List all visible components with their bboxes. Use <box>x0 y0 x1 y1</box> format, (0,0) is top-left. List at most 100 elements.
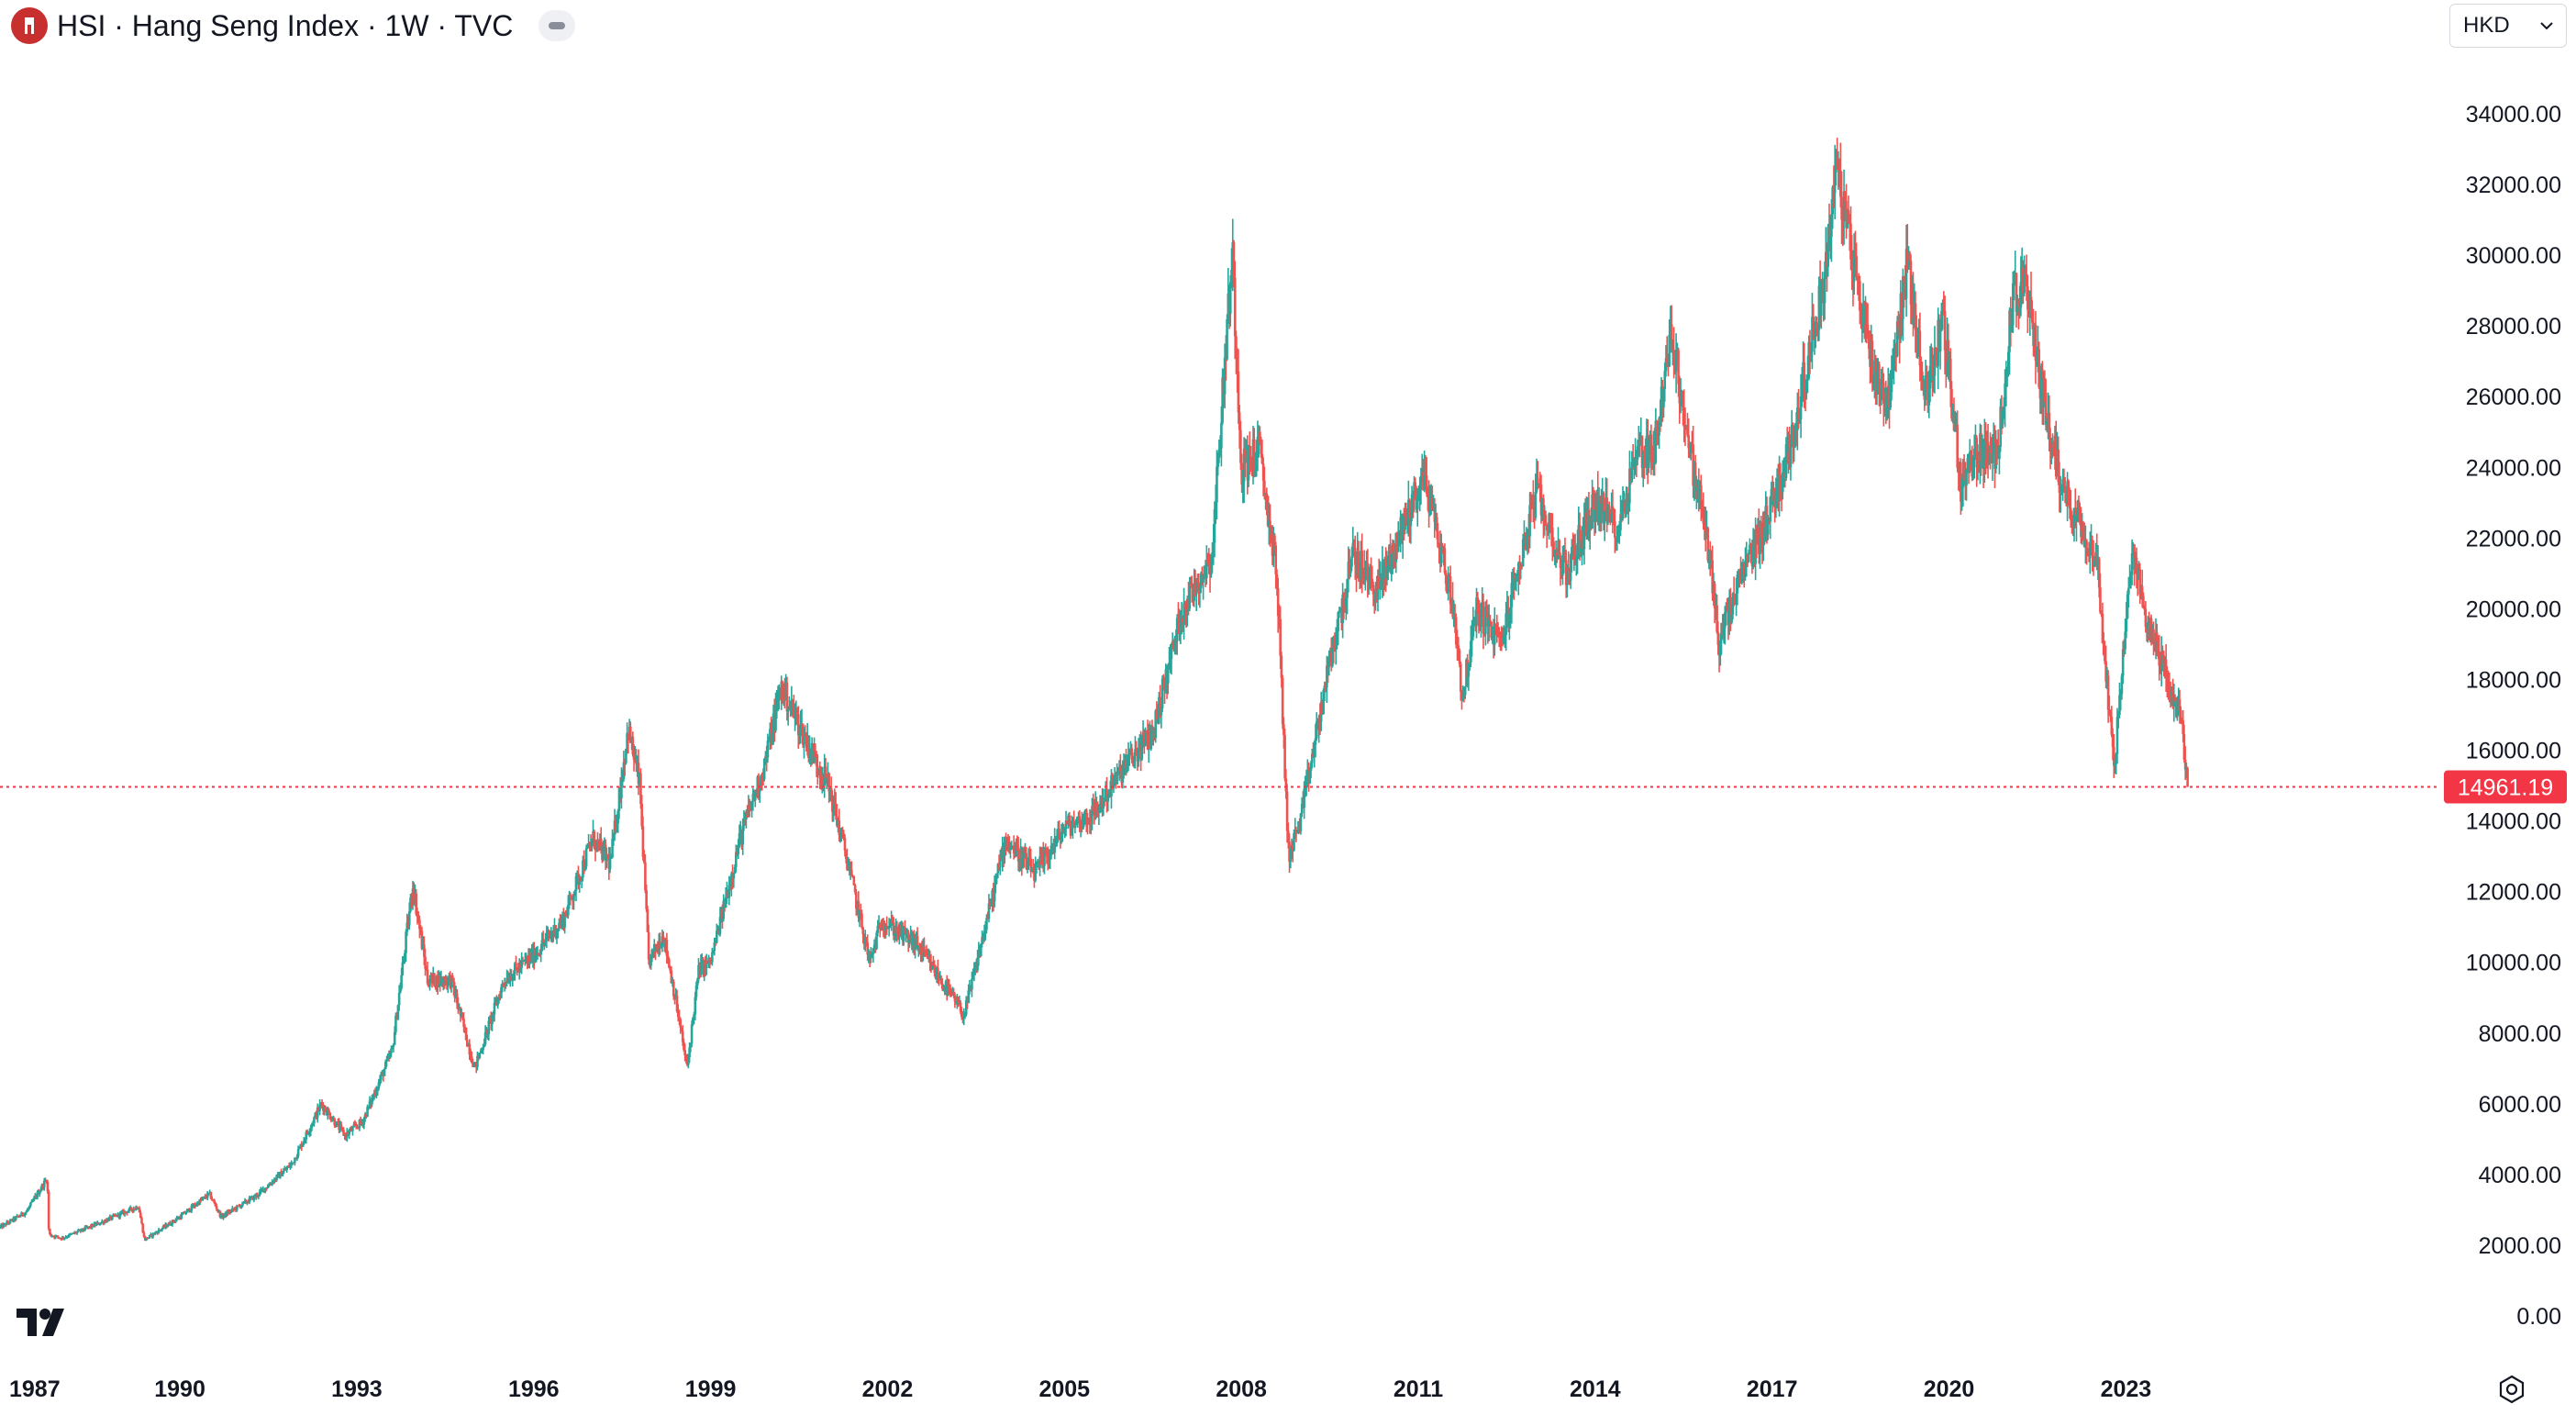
candle-body <box>138 1208 141 1213</box>
candle-body <box>501 983 504 988</box>
candle-body <box>1416 496 1419 510</box>
candle-body <box>470 1056 473 1064</box>
candle-body <box>2057 449 2060 482</box>
candle-body <box>1096 812 1099 814</box>
candle-body <box>1134 749 1137 756</box>
candle-body <box>762 758 766 780</box>
candle-body <box>933 965 936 973</box>
candle-body <box>311 1123 315 1125</box>
candle-body <box>1102 798 1105 808</box>
candle-body <box>1236 355 1238 372</box>
price-tick-label: 24000.00 <box>2466 455 2561 481</box>
time-tick-label: 2005 <box>1038 1376 1090 1402</box>
candle-body <box>596 840 599 842</box>
candle-body <box>1916 333 1919 351</box>
candle-body <box>1477 600 1481 627</box>
candle-body <box>842 833 846 838</box>
candle-body <box>583 866 587 871</box>
candle-body <box>1334 641 1338 650</box>
candle-body <box>808 749 811 758</box>
candle-body <box>715 930 718 943</box>
candle-body <box>1804 379 1808 392</box>
candle-body <box>1028 857 1031 859</box>
candle-body <box>2026 286 2029 310</box>
candle-body <box>2010 325 2014 327</box>
candle-body <box>328 1109 330 1113</box>
candle-body <box>534 955 537 963</box>
candle-body <box>1212 542 1216 553</box>
candle-body <box>687 1057 690 1065</box>
candle-body <box>289 1164 292 1168</box>
candle-body <box>2144 608 2148 627</box>
price-axis: 0.00 2000.00 4000.00 6000.00 8000.00 10000.00… <box>2466 102 2561 1330</box>
candle-body <box>1518 563 1521 567</box>
candle-body <box>813 751 816 763</box>
candle-body <box>1823 272 1827 304</box>
candle-body <box>28 1206 31 1209</box>
candle-body <box>2024 269 2027 274</box>
candle-body <box>345 1131 349 1138</box>
time-tick-label: 2008 <box>1216 1376 1267 1402</box>
currency-selector[interactable]: HKD <box>2449 4 2567 48</box>
candle-body <box>337 1121 339 1123</box>
candle-body <box>1578 525 1582 552</box>
candle-body <box>1553 555 1557 557</box>
candle-body <box>959 1002 962 1012</box>
candle-body <box>995 873 998 879</box>
candle-body <box>1241 482 1245 485</box>
candle-body <box>545 934 549 939</box>
candle-body <box>1713 584 1716 608</box>
candle-body <box>2110 717 2114 735</box>
candle-body <box>2030 317 2034 323</box>
candle-body <box>838 819 841 835</box>
candle-body <box>2169 689 2172 696</box>
candle-body <box>160 1230 162 1231</box>
candle-body <box>718 917 722 934</box>
candle-body <box>194 1205 198 1207</box>
candle-body <box>1575 557 1578 559</box>
candle-body <box>1798 419 1802 422</box>
candle-body <box>433 973 436 986</box>
candle-body <box>1592 494 1595 500</box>
candle-body <box>148 1234 151 1238</box>
candle-body <box>1640 435 1644 468</box>
candle-body <box>1827 227 1831 247</box>
candle-body <box>1749 544 1752 546</box>
candle-body <box>972 970 976 974</box>
gear-icon[interactable] <box>2493 1371 2530 1408</box>
candle-body <box>983 930 987 931</box>
candle-body <box>309 1127 313 1132</box>
candle-body <box>555 930 559 938</box>
candle-body <box>2 1224 6 1228</box>
price-tick-label: 32000.00 <box>2466 173 2561 198</box>
candle-body <box>1162 678 1165 682</box>
candle-body <box>1314 738 1317 745</box>
candle-body <box>574 875 578 891</box>
candle-body <box>1238 412 1241 430</box>
candle-body <box>111 1215 114 1220</box>
candle-body <box>1398 533 1401 540</box>
candle-body <box>329 1119 333 1120</box>
candle-body <box>1053 839 1056 853</box>
candle-body <box>1747 552 1750 563</box>
tradingview-logo-icon[interactable] <box>17 1307 75 1343</box>
candle-body <box>1509 607 1512 615</box>
candle-body <box>853 885 857 893</box>
candle-body <box>2112 747 2115 766</box>
candle-body <box>2149 618 2153 630</box>
candle-body <box>1611 506 1615 514</box>
candle-body <box>1364 567 1367 580</box>
candle-body <box>1867 338 1871 350</box>
candle-body <box>2168 687 2171 690</box>
candle-body <box>1687 435 1690 449</box>
candle-body <box>714 941 717 944</box>
candle-body <box>267 1184 271 1187</box>
candle-body <box>1026 861 1029 869</box>
collapse-legend-button[interactable] <box>539 10 576 41</box>
candle-body <box>1961 473 1965 488</box>
candle-body <box>1563 552 1567 561</box>
candle-body <box>786 709 790 712</box>
candle-body <box>1619 514 1622 530</box>
candle-body <box>1970 451 1972 460</box>
